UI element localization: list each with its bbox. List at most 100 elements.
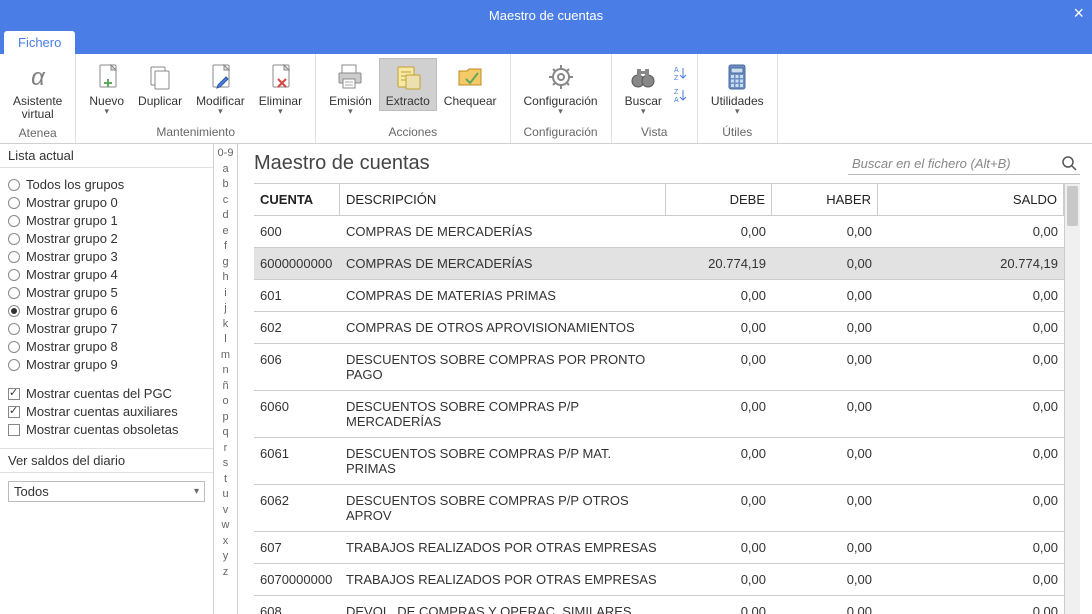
- chequear-button[interactable]: Chequear: [437, 58, 504, 111]
- sidebar-radio-0[interactable]: Todos los grupos: [8, 177, 205, 192]
- alpha-y[interactable]: y: [223, 549, 229, 565]
- sidebar-radio-1[interactable]: Mostrar grupo 0: [8, 195, 205, 210]
- alpha-o[interactable]: o: [222, 394, 228, 410]
- sidebar-radio-10[interactable]: Mostrar grupo 9: [8, 357, 205, 372]
- utilidades-button[interactable]: Utilidades ▾: [704, 58, 771, 120]
- col-cuenta[interactable]: CUENTA: [254, 184, 340, 215]
- sidebar-radio-8[interactable]: Mostrar grupo 7: [8, 321, 205, 336]
- check-label: Mostrar cuentas del PGC: [26, 386, 172, 401]
- alpha-l[interactable]: l: [224, 332, 226, 348]
- alpha-r[interactable]: r: [224, 441, 228, 457]
- sort-za-button[interactable]: ZA: [669, 84, 691, 106]
- alpha-z[interactable]: z: [223, 565, 229, 581]
- alpha-b[interactable]: b: [222, 177, 228, 193]
- cell-debe: 20.774,19: [666, 248, 772, 279]
- sidebar-radio-2[interactable]: Mostrar grupo 1: [8, 213, 205, 228]
- table-row[interactable]: 6062DESCUENTOS SOBRE COMPRAS P/P OTROS A…: [254, 485, 1064, 532]
- cell-cuenta: 607: [254, 532, 340, 563]
- cell-saldo: 0,00: [878, 280, 1064, 311]
- duplicar-button[interactable]: Duplicar: [131, 58, 189, 111]
- alpha-g[interactable]: g: [222, 255, 228, 271]
- col-haber[interactable]: HABER: [772, 184, 878, 215]
- alpha-a[interactable]: a: [222, 162, 228, 178]
- alpha-n[interactable]: n: [222, 363, 228, 379]
- sidebar-radio-6[interactable]: Mostrar grupo 5: [8, 285, 205, 300]
- cell-cuenta: 606: [254, 344, 340, 390]
- alpha-j[interactable]: j: [224, 301, 226, 317]
- alpha-e[interactable]: e: [222, 224, 228, 240]
- cell-desc: COMPRAS DE MERCADERÍAS: [340, 216, 666, 247]
- alpha-k[interactable]: k: [223, 317, 229, 333]
- alpha-q[interactable]: q: [222, 425, 228, 441]
- cell-haber: 0,00: [772, 438, 878, 484]
- alpha-i[interactable]: i: [224, 286, 226, 302]
- alpha-d[interactable]: d: [222, 208, 228, 224]
- group-label-acciones: Acciones: [322, 123, 503, 143]
- modificar-button[interactable]: Modificar ▾: [189, 58, 252, 120]
- vertical-scrollbar[interactable]: [1064, 184, 1080, 614]
- alpha-ñ[interactable]: ñ: [222, 379, 228, 395]
- cell-saldo: 20.774,19: [878, 248, 1064, 279]
- alpha-x[interactable]: x: [223, 534, 229, 550]
- table-row[interactable]: 600COMPRAS DE MERCADERÍAS0,000,000,00: [254, 216, 1064, 248]
- sidebar-radio-4[interactable]: Mostrar grupo 3: [8, 249, 205, 264]
- cell-haber: 0,00: [772, 564, 878, 595]
- table-row[interactable]: 608DEVOL. DE COMPRAS Y OPERAC. SIMILARES…: [254, 596, 1064, 614]
- sort-az-button[interactable]: AZ: [669, 62, 691, 84]
- table-row[interactable]: 607TRABAJOS REALIZADOS POR OTRAS EMPRESA…: [254, 532, 1064, 564]
- alpha-p[interactable]: p: [222, 410, 228, 426]
- sidebar-check-0[interactable]: Mostrar cuentas del PGC: [8, 386, 205, 401]
- extracto-button[interactable]: Extracto: [379, 58, 437, 111]
- alpha-0-9[interactable]: 0-9: [218, 146, 234, 162]
- alpha-w[interactable]: w: [222, 518, 230, 534]
- radio-label: Mostrar grupo 2: [26, 231, 118, 246]
- eliminar-button[interactable]: Eliminar ▾: [252, 58, 309, 120]
- col-debe[interactable]: DEBE: [666, 184, 772, 215]
- sidebar-radio-3[interactable]: Mostrar grupo 2: [8, 231, 205, 246]
- alpha-m[interactable]: m: [221, 348, 230, 364]
- table-row[interactable]: 6061DESCUENTOS SOBRE COMPRAS P/P MAT. PR…: [254, 438, 1064, 485]
- cell-debe: 0,00: [666, 312, 772, 343]
- doc-del-icon: [264, 61, 296, 93]
- alpha-u[interactable]: u: [222, 487, 228, 503]
- table-row[interactable]: 602COMPRAS DE OTROS APROVISIONAMIENTOS0,…: [254, 312, 1064, 344]
- sidebar-radio-5[interactable]: Mostrar grupo 4: [8, 267, 205, 282]
- svg-text:A: A: [674, 97, 679, 104]
- sidebar-radio-9[interactable]: Mostrar grupo 8: [8, 339, 205, 354]
- radio-label: Mostrar grupo 9: [26, 357, 118, 372]
- table-row[interactable]: 6060DESCUENTOS SOBRE COMPRAS P/P MERCADE…: [254, 391, 1064, 438]
- configuracion-button[interactable]: Configuración ▾: [517, 58, 605, 120]
- extracto-label: Extracto: [386, 95, 430, 108]
- radio-icon: [8, 215, 20, 227]
- table-row[interactable]: 601COMPRAS DE MATERIAS PRIMAS0,000,000,0…: [254, 280, 1064, 312]
- alpha-t[interactable]: t: [224, 472, 227, 488]
- search-input[interactable]: [848, 153, 1058, 174]
- close-icon[interactable]: ×: [1073, 4, 1084, 22]
- cell-desc: COMPRAS DE OTROS APROVISIONAMIENTOS: [340, 312, 666, 343]
- alpha-h[interactable]: h: [222, 270, 228, 286]
- sidebar-check-2[interactable]: Mostrar cuentas obsoletas: [8, 422, 205, 437]
- sidebar-check-1[interactable]: Mostrar cuentas auxiliares: [8, 404, 205, 419]
- alpha-c[interactable]: c: [223, 193, 229, 209]
- scrollbar-thumb[interactable]: [1067, 186, 1078, 226]
- diary-dropdown[interactable]: Todos ▾: [8, 481, 205, 502]
- table-row[interactable]: 6000000000COMPRAS DE MERCADERÍAS20.774,1…: [254, 248, 1064, 280]
- dropdown-icon: ▾: [278, 106, 283, 117]
- nuevo-button[interactable]: Nuevo ▾: [82, 58, 131, 120]
- checkbox-icon: [8, 388, 20, 400]
- search-button[interactable]: [1058, 152, 1080, 174]
- table-row[interactable]: 606DESCUENTOS SOBRE COMPRAS POR PRONTO P…: [254, 344, 1064, 391]
- alpha-f[interactable]: f: [224, 239, 227, 255]
- sidebar-radio-7[interactable]: Mostrar grupo 6: [8, 303, 205, 318]
- emision-button[interactable]: Emisión ▾: [322, 58, 379, 120]
- col-desc[interactable]: DESCRIPCIÓN: [340, 184, 666, 215]
- alpha-v[interactable]: v: [223, 503, 229, 519]
- buscar-button[interactable]: Buscar ▾: [618, 58, 669, 120]
- table-row[interactable]: 6070000000TRABAJOS REALIZADOS POR OTRAS …: [254, 564, 1064, 596]
- alpha-s[interactable]: s: [223, 456, 229, 472]
- chevron-down-icon: ▾: [194, 486, 199, 497]
- col-saldo[interactable]: SALDO: [878, 184, 1064, 215]
- tab-fichero[interactable]: Fichero: [4, 31, 75, 54]
- asistente-virtual-button[interactable]: α Asistentevirtual: [6, 58, 69, 124]
- accounts-table: CUENTA DESCRIPCIÓN DEBE HABER SALDO 600C…: [254, 184, 1064, 614]
